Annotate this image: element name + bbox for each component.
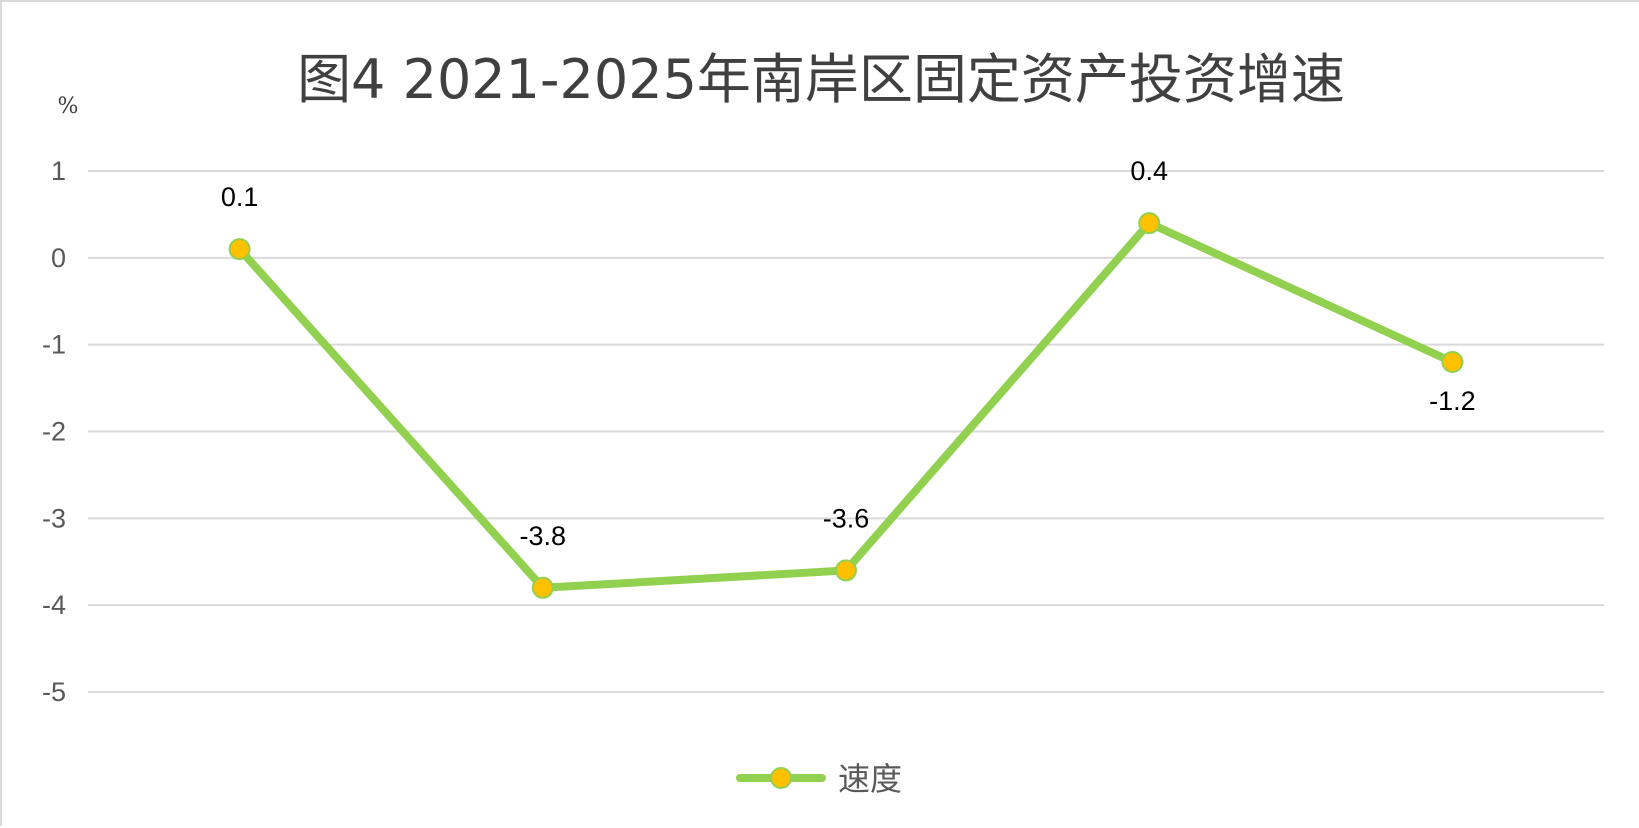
data-point-marker — [1138, 212, 1161, 235]
y-axis-unit-label: % — [58, 94, 79, 119]
legend-label: 速度 — [838, 760, 902, 798]
data-point-marker — [835, 559, 857, 582]
data-label-layer: 0.1 -3.8 -3.6 0.4 -1.2 — [221, 156, 1476, 551]
data-point-marker — [228, 238, 251, 261]
y-tick-label: -4 — [42, 590, 66, 620]
data-point-layer — [228, 212, 1464, 599]
data-point-marker — [531, 576, 554, 599]
y-axis-ticks: 1 0 -1 -2 -3 -4 -5 — [42, 156, 66, 707]
y-tick-label: -2 — [42, 417, 66, 447]
legend: 速度 — [736, 760, 902, 798]
chart-title: 图4 2021-2025年南岸区固定资产投资增速 — [297, 48, 1345, 111]
data-label: 0.4 — [1130, 156, 1168, 186]
legend-marker-swatch — [770, 767, 792, 789]
y-tick-label: -5 — [42, 677, 66, 707]
data-label: -3.6 — [823, 503, 870, 533]
y-tick-label: 1 — [51, 156, 66, 186]
data-point-marker — [1441, 351, 1464, 374]
data-label: -3.8 — [520, 521, 567, 551]
data-label: -1.2 — [1429, 386, 1476, 416]
y-tick-label: -3 — [42, 503, 66, 533]
gridlines — [88, 170, 1604, 693]
y-tick-label: 0 — [51, 243, 66, 273]
data-label: 0.1 — [221, 182, 259, 212]
y-tick-label: -1 — [42, 330, 66, 360]
